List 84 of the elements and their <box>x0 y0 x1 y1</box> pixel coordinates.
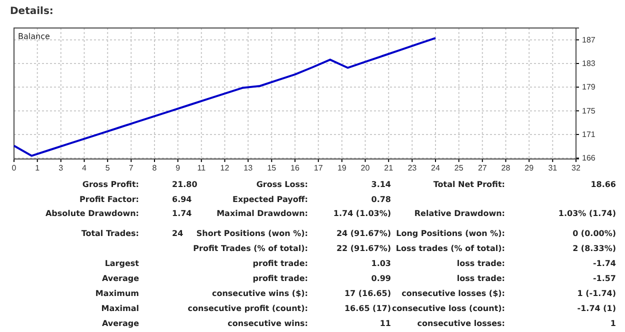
text: profit trade: <box>252 274 308 283</box>
text: consecutive losses: <box>417 319 505 328</box>
x-tick-label: 5 <box>105 164 110 173</box>
y-tick-label: 175 <box>582 106 596 116</box>
text: 11 <box>380 319 392 328</box>
text: 21.80 <box>172 180 198 189</box>
x-tick-label: 27 <box>478 164 488 173</box>
text: 1.03% (1.74) <box>558 209 616 218</box>
y-tick-label: 179 <box>582 82 596 92</box>
y-tick-label: 166 <box>582 154 596 163</box>
x-tick-label: 8 <box>152 164 158 173</box>
text: 22 (91.67%) <box>336 244 391 253</box>
text: 24 <box>172 229 184 238</box>
x-tick-label: 3 <box>58 164 64 173</box>
text: Profit Trades (% of total): <box>193 244 308 253</box>
x-tick-label: 23 <box>408 164 418 173</box>
x-tick-label: 1 <box>35 164 40 173</box>
text: Balance <box>18 32 50 41</box>
text: profit trade: <box>252 259 308 268</box>
x-tick-label: 24 <box>431 164 440 173</box>
text: 1.74 <box>172 209 192 218</box>
text: Largest <box>104 259 140 268</box>
text: consecutive losses ($): <box>402 289 505 298</box>
x-tick-label: 28 <box>501 164 511 173</box>
text: 2 (8.33%) <box>572 244 616 253</box>
text: consecutive loss (count): <box>392 304 505 313</box>
text: Average <box>102 274 140 283</box>
text: 6.94 <box>172 195 192 204</box>
text: 1 <box>610 319 616 328</box>
text: consecutive wins: <box>228 319 308 328</box>
text: Maximum <box>95 289 139 298</box>
text: -1.74 (1) <box>577 304 616 313</box>
text: Total Net Profit: <box>433 180 505 189</box>
text: Loss trades (% of total): <box>396 244 505 253</box>
text: consecutive profit (count): <box>188 304 308 313</box>
x-tick-label: 17 <box>314 164 324 173</box>
text: 0 (0.00%) <box>572 229 616 238</box>
text: Gross Loss: <box>256 180 308 189</box>
text: Short Positions (won %): <box>196 229 308 238</box>
text: Maximal <box>101 304 140 313</box>
text: Maximal Drawdown: <box>216 209 308 218</box>
text: -1.74 <box>592 259 616 268</box>
text: -1.57 <box>592 274 616 283</box>
text: Absolute Drawdown: <box>45 209 139 218</box>
text: 16.65 (17) <box>344 304 391 313</box>
y-tick-label: 171 <box>582 130 596 140</box>
y-tick-label: 187 <box>582 35 596 44</box>
text: 24 (91.67%) <box>336 229 391 238</box>
x-tick-label: 32 <box>572 164 581 173</box>
x-tick-label: 16 <box>290 164 300 173</box>
text: Gross Profit: <box>82 180 139 189</box>
text: 18.66 <box>590 180 616 189</box>
text: Total Trades: <box>81 229 139 238</box>
text: 3.14 <box>371 180 392 189</box>
x-tick-label: 21 <box>384 164 394 173</box>
x-tick-label: 11 <box>197 164 206 173</box>
x-tick-label: 4 <box>82 164 88 173</box>
text: Long Positions (won %): <box>396 229 505 238</box>
text: 1 (-1.74) <box>577 289 616 298</box>
x-tick-label: 25 <box>454 164 464 173</box>
x-tick-label: 15 <box>267 164 277 173</box>
text: 17 (16.65) <box>344 289 391 298</box>
x-tick-label: 12 <box>220 164 230 173</box>
x-tick-label: 13 <box>244 164 254 173</box>
text: consecutive wins ($): <box>212 289 308 298</box>
text: 0.78 <box>371 195 392 204</box>
text: loss trade: <box>456 259 505 268</box>
x-tick-label: 0 <box>12 164 17 173</box>
x-tick-label: 31 <box>548 164 558 173</box>
text: 1.74 (1.03%) <box>333 209 391 218</box>
x-tick-label: 20 <box>360 164 370 173</box>
text: 0.99 <box>371 274 392 283</box>
chart-title: Details: <box>10 6 54 17</box>
text: loss trade: <box>456 274 505 283</box>
text: Profit Factor: <box>80 195 139 204</box>
text: Relative Drawdown: <box>414 209 505 218</box>
x-tick-label: 29 <box>524 164 534 173</box>
text: 1.03 <box>371 259 391 268</box>
text: Expected Payoff: <box>232 195 308 204</box>
y-tick-label: 183 <box>582 59 596 68</box>
x-tick-label: 9 <box>176 164 181 173</box>
text: Average <box>102 319 140 328</box>
x-tick-label: 7 <box>128 164 134 173</box>
x-tick-label: 19 <box>337 164 347 173</box>
